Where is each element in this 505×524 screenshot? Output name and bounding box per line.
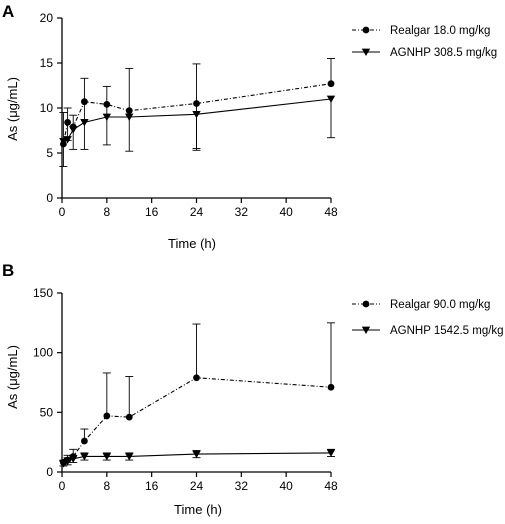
x-tick-label: 48 — [324, 205, 338, 219]
legend-item-2: AGNHP 308.5 mg/kg — [352, 47, 497, 59]
data-point — [69, 126, 78, 134]
data-point — [69, 455, 78, 463]
x-tick-label: 0 — [59, 205, 66, 219]
data-point — [102, 453, 112, 461]
data-point — [326, 95, 336, 103]
legend-item-1: Realgar 90.0 mg/kg — [352, 299, 490, 311]
x-tick-label: 16 — [145, 205, 159, 219]
data-point — [192, 450, 201, 459]
y-tick-label: 150 — [33, 286, 53, 300]
y-tick-label: 10 — [40, 101, 54, 115]
y-tick-label: 100 — [33, 346, 53, 360]
data-point — [125, 113, 134, 121]
x-axis-title: Time (h) — [168, 236, 216, 251]
legend-marker — [362, 300, 370, 308]
data-point — [192, 110, 201, 119]
legend-item-2: AGNHP 1542.5 mg/kg — [352, 325, 504, 337]
legend-marker — [361, 48, 371, 56]
data-point — [59, 460, 68, 468]
x-tick-label: 24 — [190, 205, 204, 219]
data-point — [102, 113, 112, 121]
x-tick-label: 8 — [103, 205, 110, 219]
data-point — [103, 101, 111, 108]
y-axis-title: As (μg/mL) — [5, 345, 20, 409]
x-tick-label: 24 — [190, 479, 204, 493]
chart-a: A 0 5 10 15 20 0 8 16 24 32 40 48 Realgar 18.0 mg/k… — [2, 2, 497, 251]
y-axis-title: As (μg/mL) — [5, 77, 20, 141]
x-tick-label: 32 — [235, 205, 249, 219]
x-tick-label: 16 — [145, 479, 159, 493]
data-point — [193, 374, 200, 382]
y-tick-label: 0 — [46, 465, 53, 479]
data-point — [63, 136, 72, 144]
chart-b: B 0 50 100 150 0 8 16 24 32 40 48 Realgar 90.0 mg/… — [2, 261, 504, 517]
legend-marker — [362, 26, 370, 34]
x-tick-label: 40 — [279, 205, 293, 219]
y-tick-label: 50 — [40, 405, 54, 419]
data-point — [327, 383, 335, 391]
y-tick-label: 0 — [46, 191, 53, 205]
y-tick-label: 5 — [46, 146, 53, 160]
data-point — [64, 119, 72, 126]
legend-label: AGNHP 308.5 mg/kg — [390, 47, 497, 59]
series-2 — [59, 448, 336, 468]
x-tick-label: 32 — [235, 479, 249, 493]
series-line — [63, 377, 332, 463]
data-point — [193, 100, 200, 107]
legend-label: Realgar 18.0 mg/kg — [390, 25, 490, 37]
data-point — [81, 98, 88, 106]
data-point — [103, 412, 111, 420]
series-1 — [59, 322, 335, 466]
y-tick-label: 15 — [40, 56, 54, 70]
legend-label: Realgar 90.0 mg/kg — [390, 299, 490, 311]
x-axis-title: Time (h) — [174, 502, 222, 517]
data-point — [125, 413, 133, 421]
legend-label: AGNHP 1542.5 mg/kg — [390, 325, 504, 337]
data-point — [125, 107, 133, 115]
legend-item-1: Realgar 18.0 mg/kg — [352, 25, 490, 37]
data-point — [125, 453, 134, 461]
panel-letter-b: B — [2, 261, 14, 280]
series-2 — [59, 95, 336, 151]
legend-marker — [361, 326, 371, 334]
data-point — [326, 449, 336, 457]
data-point — [63, 457, 72, 466]
y-tick-label: 20 — [40, 11, 54, 25]
data-point — [327, 80, 335, 88]
panel-letter-a: A — [2, 2, 14, 21]
data-point — [80, 119, 89, 127]
x-tick-label: 0 — [59, 479, 66, 493]
x-tick-label: 8 — [103, 479, 110, 493]
x-tick-label: 48 — [324, 479, 338, 493]
x-tick-label: 40 — [279, 479, 293, 493]
data-point — [81, 437, 88, 445]
data-point — [80, 453, 89, 461]
